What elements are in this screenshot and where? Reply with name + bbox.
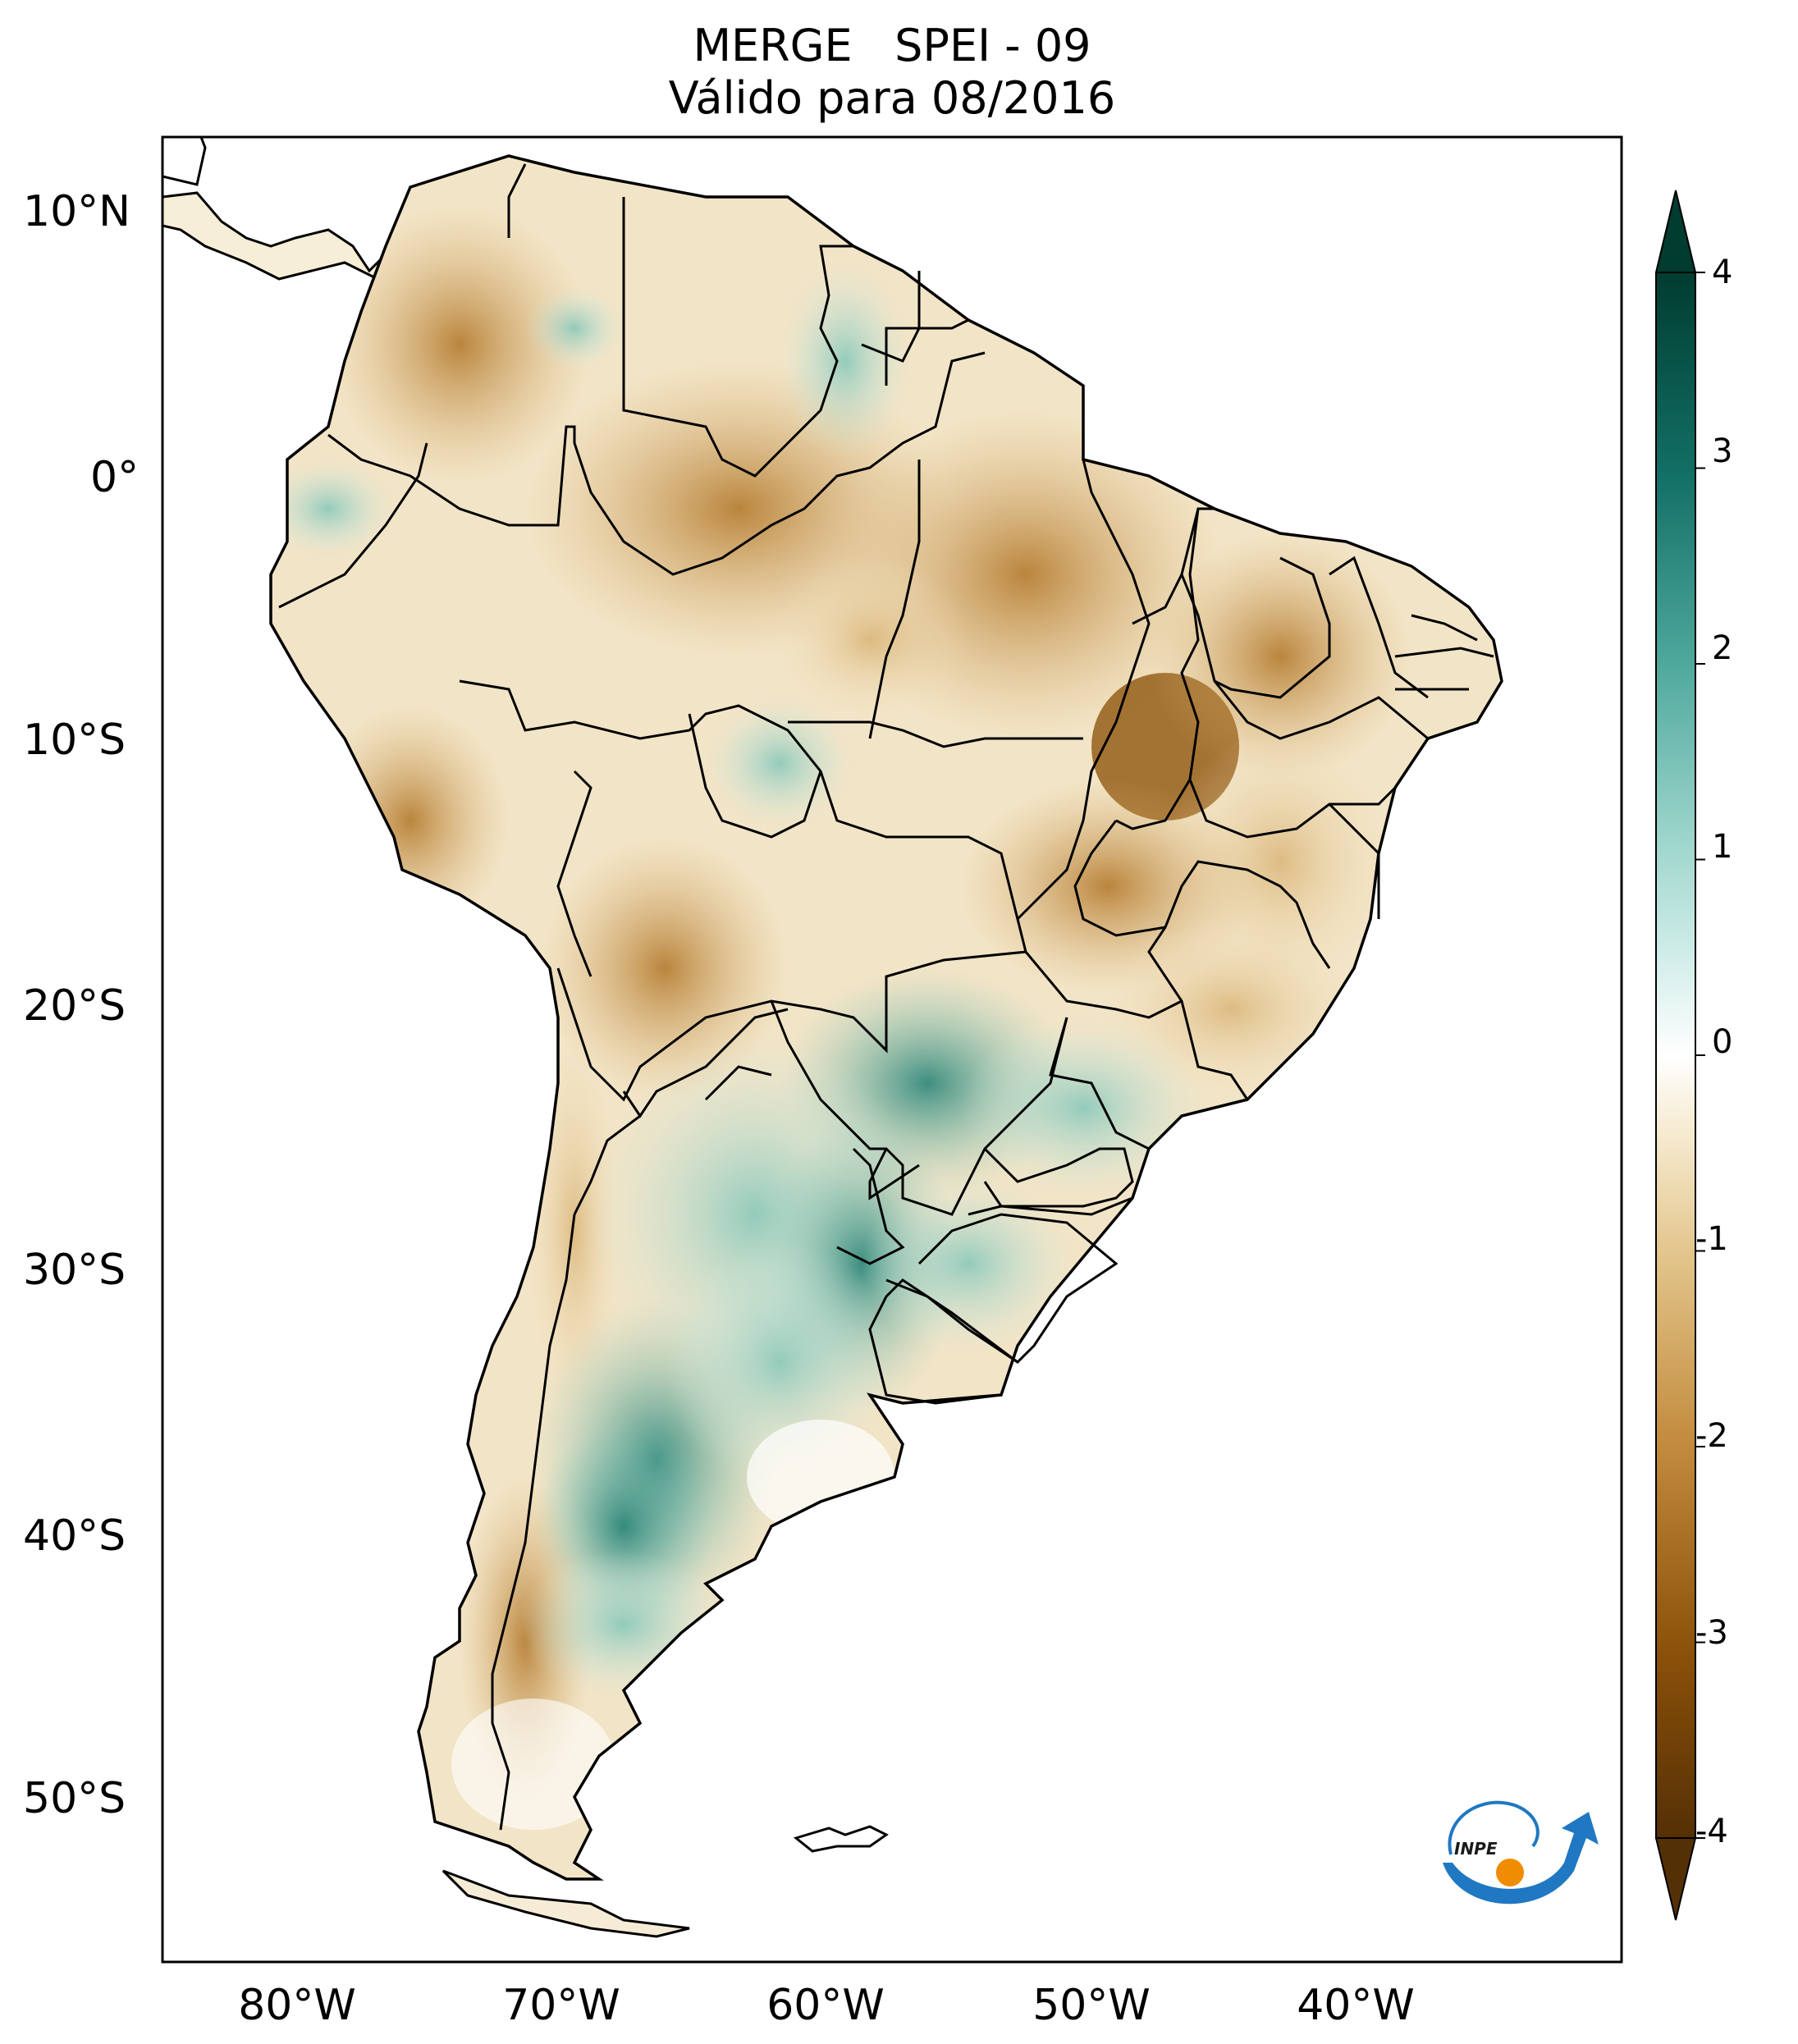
lon-label-80w: 80°W <box>238 1981 356 2030</box>
lon-label-50w: 50°W <box>1032 1981 1151 2030</box>
logo-orbit-ring <box>1448 1800 1540 1855</box>
political-borders <box>278 163 1494 1831</box>
lat-label-0: 0° <box>90 453 140 502</box>
colorbar-label-0: 0 <box>1712 1023 1733 1061</box>
inpe-logo: INPE <box>1443 1800 1599 1905</box>
colorbar-label-2: 2 <box>1712 629 1733 667</box>
colorbar-extend-bottom <box>1654 1837 1697 1921</box>
falkland-islands <box>793 1825 889 1853</box>
colorbar-label-3: 3 <box>1712 432 1733 470</box>
colorbar-label-neg1: -1 <box>1695 1220 1728 1258</box>
logo-text: INPE <box>1454 1839 1498 1859</box>
colorbar <box>1654 190 1705 1921</box>
lat-label-50s: 50°S <box>23 1774 126 1823</box>
lon-label-70w: 70°W <box>502 1981 620 2030</box>
tierra-del-fuego <box>441 1869 690 1938</box>
title-line-1: MERGE SPEI - 09 <box>693 20 1091 71</box>
colorbar-label-4: 4 <box>1712 254 1733 291</box>
lat-label-30s: 30°S <box>23 1246 126 1295</box>
colorbar-body <box>1655 272 1696 1839</box>
central-america-border <box>162 137 207 186</box>
lat-label-40s: 40°S <box>23 1511 126 1561</box>
title-line-2: Válido para 08/2016 <box>668 72 1116 124</box>
logo-blue-swoosh <box>1443 1812 1599 1905</box>
colorbar-label-neg4: -4 <box>1695 1813 1728 1850</box>
colorbar-label-neg2: -2 <box>1695 1417 1728 1455</box>
lat-label-10s: 10°S <box>23 716 126 765</box>
lon-label-40w: 40°W <box>1297 1981 1415 2030</box>
lat-label-20s: 20°S <box>23 981 126 1031</box>
colorbar-label-neg3: -3 <box>1695 1614 1728 1652</box>
colorbar-extend-top <box>1654 190 1697 273</box>
colorbar-tick-marks <box>1695 272 1705 1839</box>
lat-label-10n: 10°N <box>23 187 131 236</box>
lon-label-60w: 60°W <box>766 1981 885 2030</box>
logo-orange-dot <box>1496 1859 1524 1886</box>
colorbar-label-1: 1 <box>1712 828 1733 866</box>
